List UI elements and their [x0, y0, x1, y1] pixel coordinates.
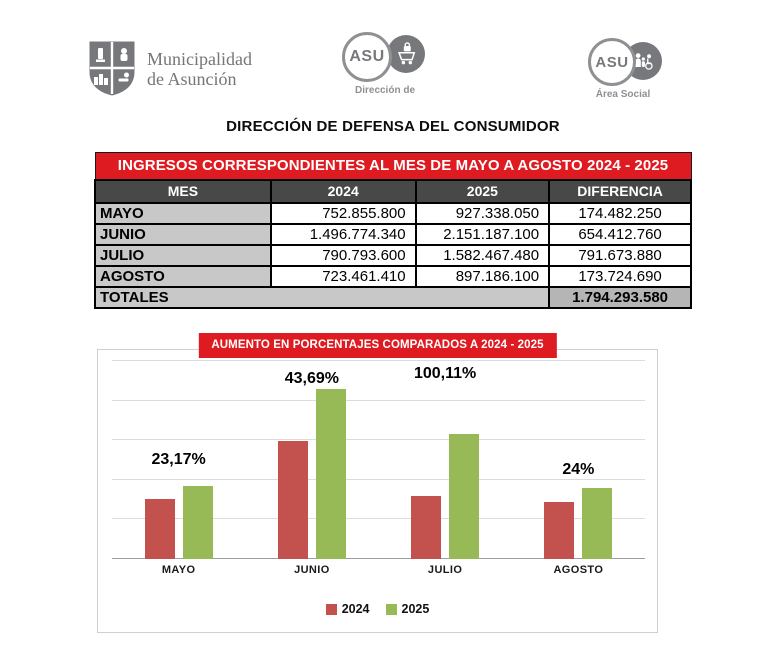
value-2025-cell: 897.186.100: [414, 264, 551, 288]
municipality-logo: Municipalidad de Asunción: [88, 40, 252, 97]
legend-label-2025: 2025: [401, 602, 430, 616]
pct-label-julio: 100,11%: [413, 365, 477, 382]
table-banner: INGRESOS CORRESPONDIENTES AL MES DE MAYO…: [94, 152, 692, 180]
col-header-diferencia: DIFERENCIA: [548, 178, 692, 204]
bar-2024-junio: [277, 440, 308, 559]
municipality-name: Municipalidad de Asunción: [147, 49, 252, 97]
consumer-badge-caption: Dirección de: [354, 85, 416, 96]
value-2024-cell: 1.496.774.340: [269, 222, 417, 246]
pct-label-agosto: 24%: [562, 461, 595, 478]
mes-cell: JULIO: [94, 243, 272, 267]
value-2024-cell: 752.855.800: [269, 201, 417, 225]
legend-item-2025: 2025: [385, 602, 430, 616]
percentage-increase-chart: AUMENTO EN PORCENTAJES COMPARADOS A 2024…: [97, 333, 658, 633]
x-axis-label-agosto: AGOSTO: [553, 564, 604, 576]
bar-2024-mayo: [144, 499, 175, 559]
gridline: [112, 518, 645, 520]
page-title: DIRECCIÓN DE DEFENSA DEL CONSUMIDOR: [226, 118, 560, 135]
diferencia-cell: 654.412.760: [548, 222, 692, 246]
table-row: MAYO 752.855.800 927.338.050 174.482.250: [94, 201, 692, 225]
bar-2024-julio: [411, 496, 442, 559]
gridline: [112, 439, 645, 441]
bar-2025-mayo: [182, 485, 213, 559]
consumer-direction-logo: ASU Dirección de: [340, 30, 450, 102]
value-2025-cell: 927.338.050: [414, 201, 551, 225]
x-axis-line: [112, 558, 645, 559]
value-2025-cell: 2.151.187.100: [414, 222, 551, 246]
bar-groups: 23,17% 43,69% 100,11% 24%: [112, 361, 645, 559]
mes-cell: AGOSTO: [94, 264, 272, 288]
social-area-logo: ASU Área Social: [586, 36, 676, 102]
bar-2025-junio: [315, 388, 346, 559]
totals-value: 1.794.293.580: [548, 285, 692, 309]
asu-label: ASU: [595, 53, 629, 71]
diferencia-cell: 174.482.250: [548, 201, 692, 225]
municipality-crest-icon: [89, 41, 135, 96]
table-row: JUNIO 1.496.774.340 2.151.187.100 654.41…: [94, 222, 692, 246]
legend-label-2024: 2024: [341, 602, 370, 616]
bar-group-junio: 43,69%: [245, 361, 378, 559]
chart-x-axis-labels: MAYO JUNIO JULIO AGOSTO: [112, 564, 645, 576]
col-header-2024: 2024: [269, 178, 417, 204]
diferencia-cell: 173.724.690: [548, 264, 692, 288]
bar-group-julio: 100,11%: [379, 361, 512, 559]
cart-lock-icon: [387, 35, 425, 73]
bar-2024-agosto: [544, 501, 575, 559]
table-header-row: MES 2024 2025 DIFERENCIA: [94, 178, 692, 204]
gridline: [112, 399, 645, 401]
x-axis-label-junio: JUNIO: [294, 564, 330, 576]
asu-label: ASU: [349, 48, 385, 65]
x-axis-label-julio: JULIO: [427, 564, 463, 576]
chart-title-banner: AUMENTO EN PORCENTAJES COMPARADOS A 2024…: [198, 333, 557, 358]
value-2024-cell: 723.461.410: [269, 264, 417, 288]
diferencia-cell: 791.673.880: [548, 243, 692, 267]
gridline: [112, 360, 645, 361]
municipality-name-line1: Municipalidad: [147, 49, 252, 69]
mes-cell: JUNIO: [94, 222, 272, 246]
social-badge-caption: Área Social: [595, 89, 651, 100]
legend-swatch-2024: [325, 603, 337, 615]
bar-group-agosto: 24%: [512, 361, 645, 559]
legend-swatch-2025: [385, 603, 397, 615]
col-header-mes: MES: [94, 178, 272, 204]
x-axis-label-mayo: MAYO: [161, 564, 196, 576]
pct-label-mayo: 23,17%: [151, 451, 206, 468]
table-row: AGOSTO 723.461.410 897.186.100 173.724.6…: [94, 264, 692, 288]
value-2024-cell: 790.793.600: [269, 243, 417, 267]
bar-2025-julio: [449, 433, 480, 559]
bar-group-mayo: 23,17%: [112, 361, 245, 559]
chart-legend: 2024 2025: [98, 602, 657, 616]
table-banner-row: INGRESOS CORRESPONDIENTES AL MES DE MAYO…: [94, 152, 692, 180]
col-header-2025: 2025: [414, 178, 551, 204]
asu-circle: ASU: [588, 38, 636, 86]
income-table: INGRESOS CORRESPONDIENTES AL MES DE MAYO…: [93, 152, 692, 309]
totals-label: TOTALES: [93, 285, 551, 309]
table-row: JULIO 790.793.600 1.582.467.480 791.673.…: [94, 243, 692, 267]
value-2025-cell: 1.582.467.480: [414, 243, 551, 267]
pct-label-junio: 43,69%: [284, 370, 340, 387]
mes-cell: MAYO: [94, 201, 272, 225]
municipality-name-line2: de Asunción: [147, 69, 237, 89]
gridline: [112, 478, 645, 480]
bar-2025-agosto: [582, 487, 613, 559]
legend-item-2024: 2024: [325, 602, 370, 616]
chart-plot-area: 23,17% 43,69% 100,11% 24%: [112, 360, 645, 559]
totals-row: TOTALES 1.794.293.580: [93, 285, 692, 309]
asu-circle: ASU: [342, 32, 392, 82]
